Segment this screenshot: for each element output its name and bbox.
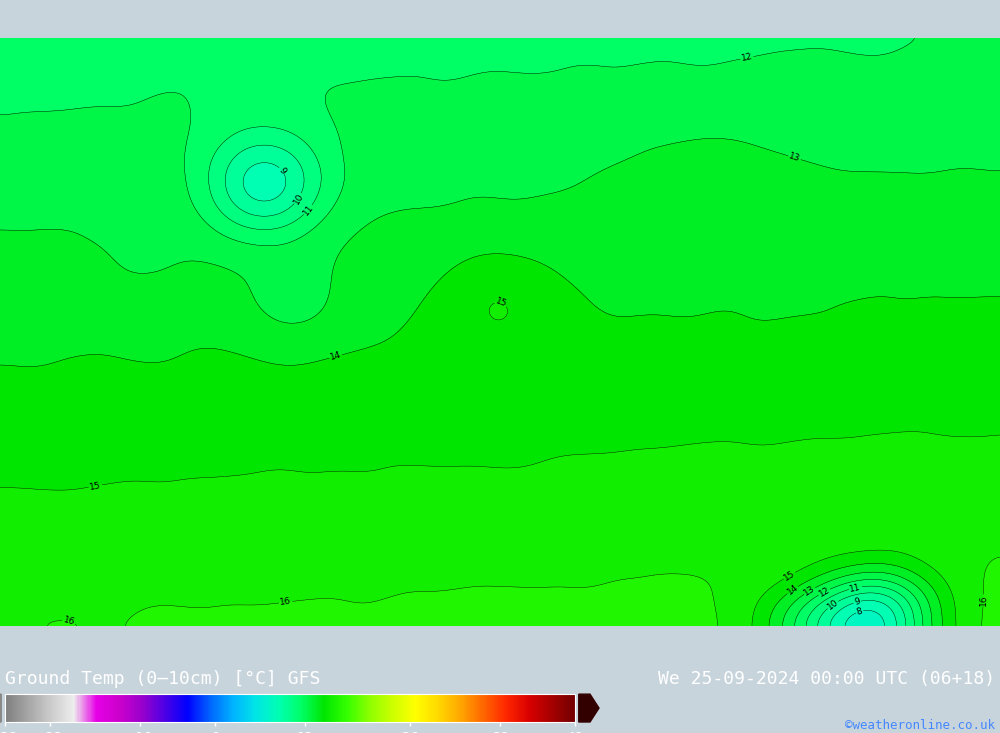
Text: 13: 13 (788, 152, 801, 163)
Text: 16: 16 (62, 616, 76, 627)
Text: 13: 13 (802, 584, 817, 598)
Text: 15: 15 (89, 481, 102, 492)
Text: 9: 9 (853, 597, 861, 607)
Text: 11: 11 (849, 582, 862, 594)
Text: 12: 12 (740, 52, 753, 64)
Text: We 25-09-2024 00:00 UTC (06+18): We 25-09-2024 00:00 UTC (06+18) (658, 670, 995, 688)
Text: 14: 14 (329, 350, 343, 362)
Text: 12: 12 (817, 586, 831, 599)
Text: 10: 10 (825, 597, 840, 612)
Text: 16: 16 (279, 597, 292, 608)
Text: Ground Temp (0–10cm) [°C] GFS: Ground Temp (0–10cm) [°C] GFS (5, 670, 320, 688)
Text: 8: 8 (855, 606, 864, 616)
Text: 10: 10 (291, 191, 305, 206)
FancyArrow shape (0, 694, 1, 722)
FancyArrow shape (579, 694, 599, 722)
Text: 15: 15 (494, 297, 508, 309)
Text: 11: 11 (301, 202, 315, 217)
Text: 16: 16 (979, 594, 988, 606)
Text: 9: 9 (276, 166, 287, 175)
Text: 14: 14 (785, 583, 800, 597)
Text: 15: 15 (782, 569, 797, 583)
Text: ©weatheronline.co.uk: ©weatheronline.co.uk (845, 718, 995, 732)
